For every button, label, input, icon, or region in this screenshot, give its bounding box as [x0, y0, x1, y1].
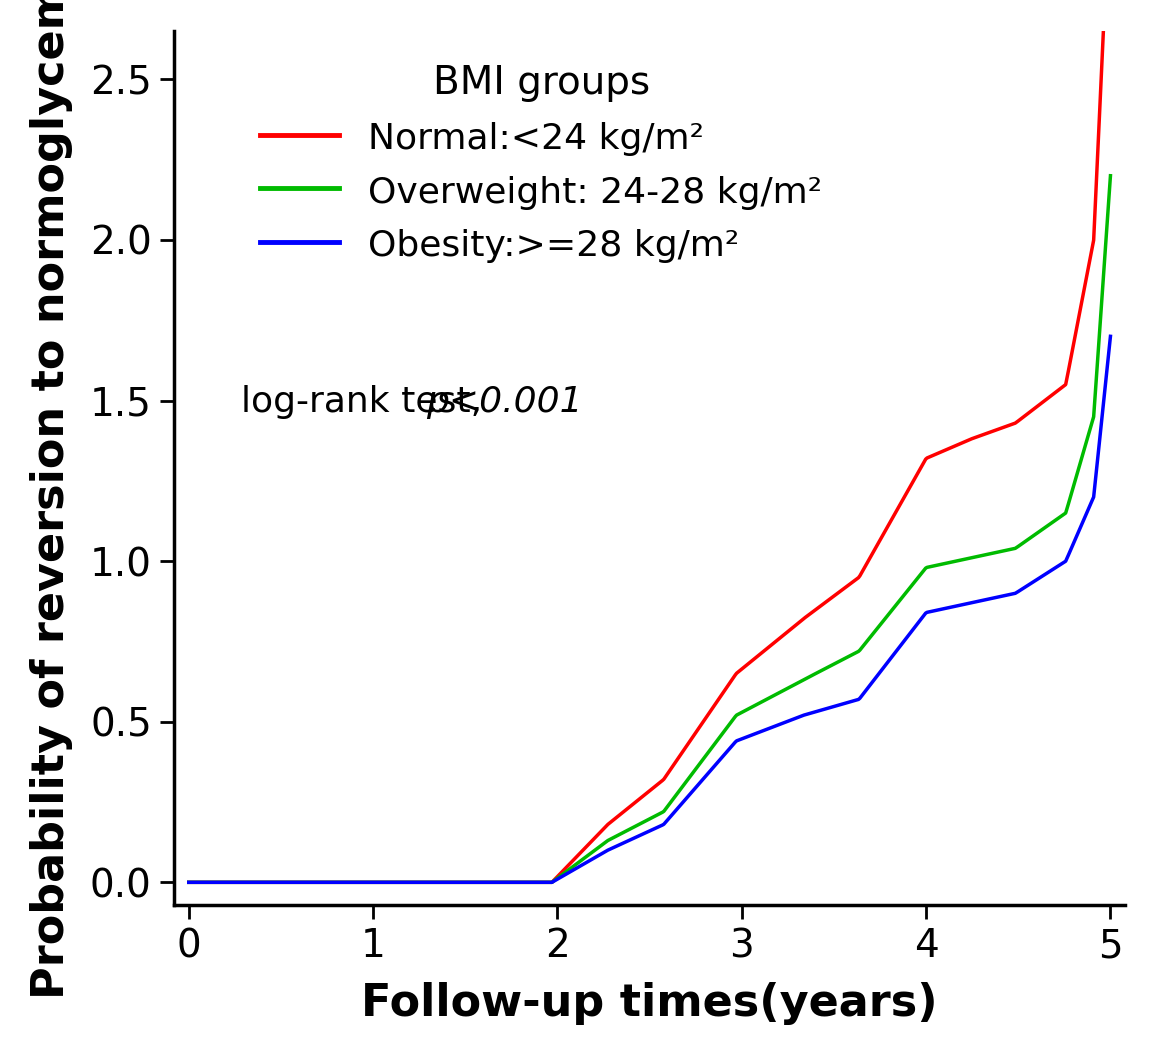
- Text: log-rank test,: log-rank test,: [240, 386, 493, 419]
- X-axis label: Follow-up times(years): Follow-up times(years): [361, 982, 938, 1024]
- Y-axis label: Probability of reversion to normoglycemia: Probability of reversion to normoglycemi…: [30, 0, 73, 998]
- Legend: Normal:<24 kg/m², Overweight: 24-28 kg/m², Obesity:>=28 kg/m²: Normal:<24 kg/m², Overweight: 24-28 kg/m…: [249, 54, 833, 275]
- Text: p<0.001: p<0.001: [426, 386, 582, 419]
